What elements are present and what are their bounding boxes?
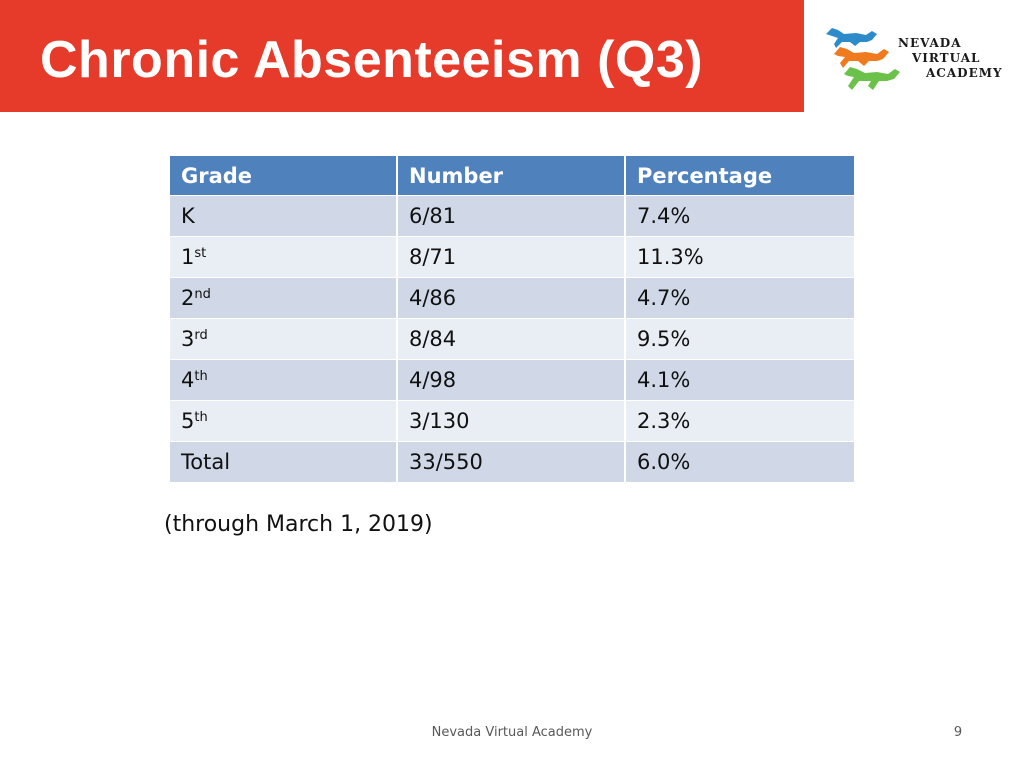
logo-line-1: NEVADA — [898, 36, 962, 50]
number-cell: 4/98 — [398, 360, 626, 401]
title-bar: Chronic Absenteeism (Q3) — [0, 0, 804, 112]
grade-cell: K — [170, 196, 398, 237]
percentage-cell: 2.3% — [626, 401, 854, 442]
grade-cell: 2nd — [170, 278, 398, 319]
logo-line-2: VIRTUAL — [912, 51, 981, 65]
percentage-cell: 6.0% — [626, 442, 854, 483]
table-row: 4th 4/98 4.1% — [170, 360, 854, 401]
grade-cell: 3rd — [170, 319, 398, 360]
grade-cell: Total — [170, 442, 398, 483]
grade-cell: 4th — [170, 360, 398, 401]
logo-wordmark: NEVADA VIRTUAL ACADEMY — [898, 36, 1003, 81]
table-row: 1st 8/71 11.3% — [170, 237, 854, 278]
date-note: (through March 1, 2019) — [164, 512, 433, 537]
slide-title: Chronic Absenteeism (Q3) — [40, 31, 704, 89]
number-cell: 8/71 — [398, 237, 626, 278]
number-cell: 3/130 — [398, 401, 626, 442]
page-number: 9 — [953, 725, 963, 740]
grade-cell: 1st — [170, 237, 398, 278]
table-row: 3rd 8/84 9.5% — [170, 319, 854, 360]
grade-cell: 5th — [170, 401, 398, 442]
percentage-cell: 7.4% — [626, 196, 854, 237]
logo-line-3: ACADEMY — [926, 66, 1003, 80]
header-number: Number — [398, 156, 626, 196]
number-cell: 4/86 — [398, 278, 626, 319]
percentage-cell: 9.5% — [626, 319, 854, 360]
table-row-total: Total 33/550 6.0% — [170, 442, 854, 483]
table-row: 5th 3/130 2.3% — [170, 401, 854, 442]
running-horses-icon — [826, 28, 900, 90]
table-header-row: Grade Number Percentage — [170, 156, 854, 196]
percentage-cell: 11.3% — [626, 237, 854, 278]
footer-text: Nevada Virtual Academy — [431, 725, 593, 740]
number-cell: 8/84 — [398, 319, 626, 360]
header-percentage: Percentage — [626, 156, 854, 196]
nva-logo: NEVADA VIRTUAL ACADEMY — [822, 20, 1012, 100]
table-row: K 6/81 7.4% — [170, 196, 854, 237]
number-cell: 6/81 — [398, 196, 626, 237]
number-cell: 33/550 — [398, 442, 626, 483]
absenteeism-table: Grade Number Percentage K 6/81 7.4% 1st … — [170, 156, 854, 483]
percentage-cell: 4.1% — [626, 360, 854, 401]
header-grade: Grade — [170, 156, 398, 196]
table-row: 2nd 4/86 4.7% — [170, 278, 854, 319]
percentage-cell: 4.7% — [626, 278, 854, 319]
